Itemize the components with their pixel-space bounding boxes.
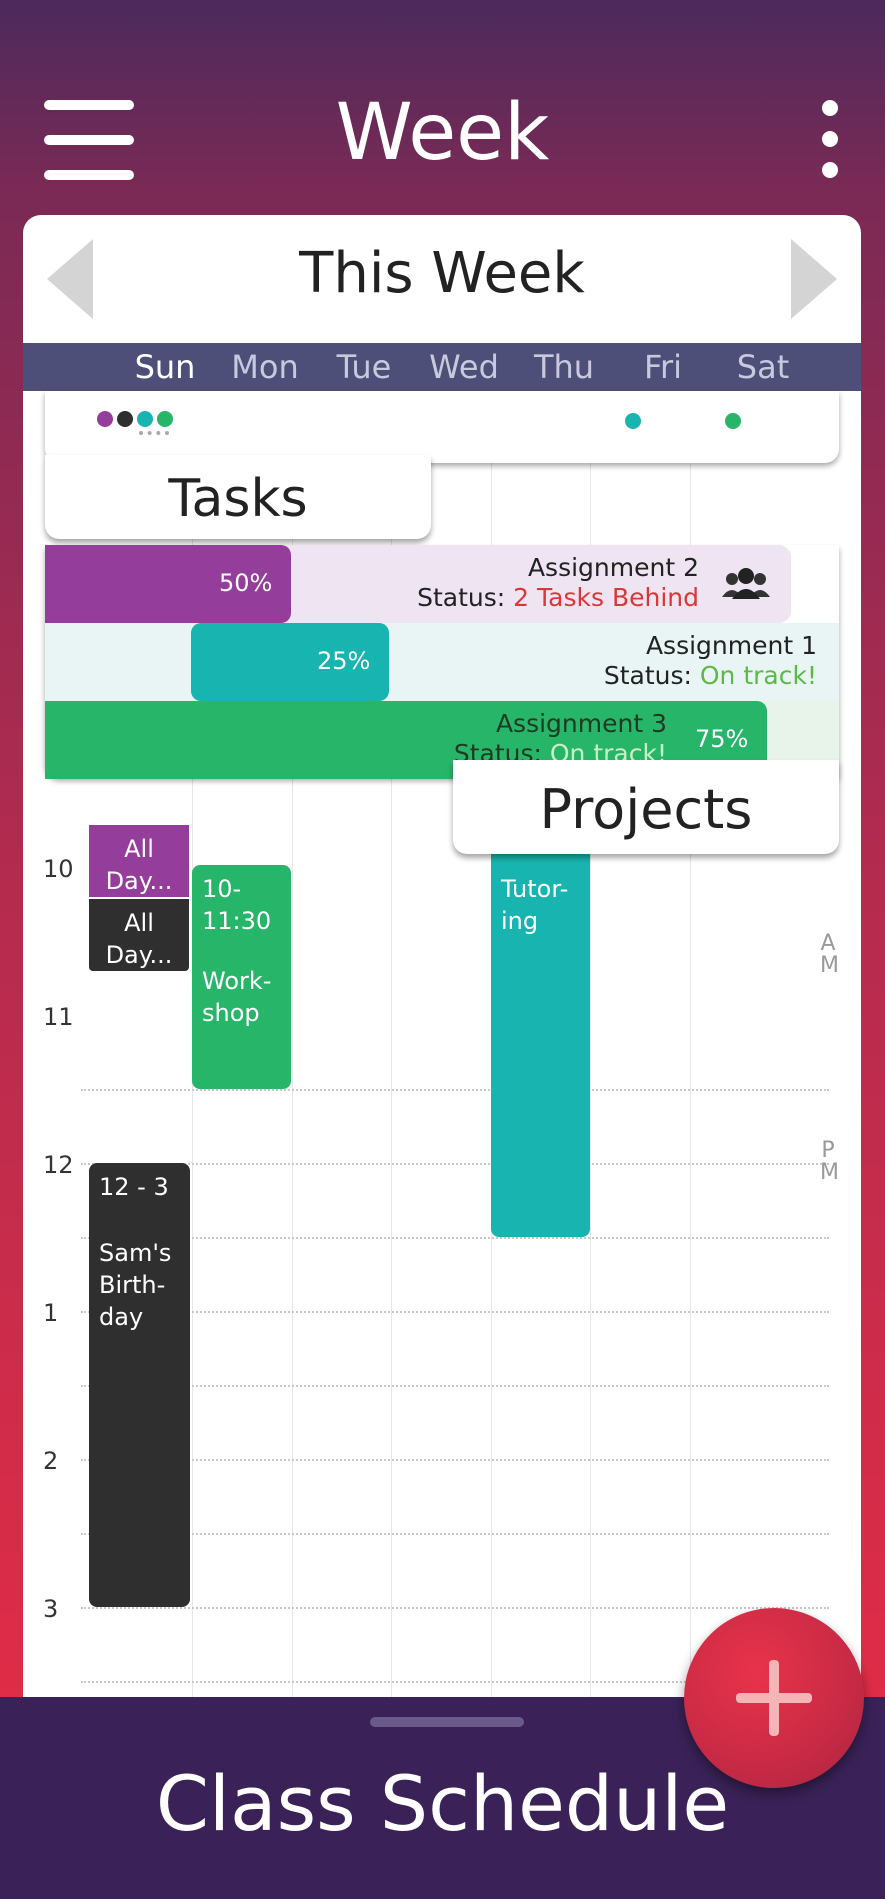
add-button[interactable] <box>684 1608 864 1788</box>
chevron-left-icon[interactable] <box>47 239 93 319</box>
hour-label: 10 <box>43 855 74 883</box>
day-mon[interactable]: Mon <box>231 348 299 386</box>
event-title: Sam's Birth-day <box>99 1239 172 1331</box>
grid-hour-line <box>81 1311 829 1313</box>
day-header-bar: Sun Mon Tue Wed Thu Fri Sat <box>23 343 861 391</box>
project-status-line: Status: On track! <box>457 661 817 690</box>
grid-column-line <box>391 391 392 1755</box>
hour-label: 11 <box>43 1003 74 1031</box>
status-prefix: Status: <box>603 661 692 690</box>
plus-icon-vertical <box>769 1660 779 1736</box>
event-allday-2[interactable]: All Day... <box>89 899 189 971</box>
bottom-sheet-title: Class Schedule <box>155 1759 730 1848</box>
grid-column-line <box>590 391 591 1755</box>
task-dot[interactable] <box>97 411 113 427</box>
tasks-tab[interactable]: Tasks <box>45 455 431 539</box>
hamburger-icon <box>44 100 134 110</box>
event-allday-1[interactable]: All Day... <box>89 825 189 897</box>
grid-hour-line <box>81 1385 829 1387</box>
status-text: On track! <box>699 661 817 690</box>
event-title: Work-shop <box>202 967 272 1027</box>
grid-hour-line <box>81 1533 829 1535</box>
day-sun[interactable]: Sun <box>134 348 196 386</box>
grid-hour-line <box>81 1459 829 1461</box>
menu-button[interactable] <box>44 100 134 180</box>
event-workshop[interactable]: 10-11:30 Work-shop <box>192 865 291 1089</box>
hamburger-icon-line <box>44 170 134 180</box>
chevron-right-icon[interactable] <box>791 239 837 319</box>
project-title: Assignment 2 <box>527 553 699 582</box>
day-thu[interactable]: Thu <box>533 348 595 386</box>
progress-percent: 75% <box>695 725 749 753</box>
task-dot[interactable] <box>725 413 741 429</box>
day-wed[interactable]: Wed <box>429 348 499 386</box>
day-tue[interactable]: Tue <box>336 348 392 386</box>
grid-halfhour-line <box>81 1089 829 1091</box>
progress-bar <box>45 545 291 623</box>
task-dot[interactable] <box>137 411 153 427</box>
more-options-button[interactable] <box>822 100 838 180</box>
task-dot[interactable] <box>625 413 641 429</box>
more-vert-icon-dot <box>822 131 838 147</box>
day-fri[interactable]: Fri <box>643 348 683 386</box>
project-row-assignment-1[interactable]: 25% Assignment 1 Status: On track! <box>45 623 839 701</box>
week-header: This Week <box>23 215 861 345</box>
grid-hour-line <box>81 1237 829 1239</box>
more-vert-icon-dot <box>822 162 838 178</box>
tasks-label: Tasks <box>168 469 308 529</box>
event-time: 12 - 3 <box>99 1173 169 1201</box>
day-sat[interactable]: Sat <box>736 348 790 386</box>
progress-percent: 25% <box>317 647 371 675</box>
task-dot[interactable] <box>117 411 133 427</box>
grid-column-line <box>690 391 691 1755</box>
more-vert-icon <box>822 100 838 116</box>
grid-hour-line <box>81 1163 829 1165</box>
progress-bar <box>191 623 389 701</box>
hour-label: 1 <box>43 1299 59 1327</box>
project-status-line: Status: 2 Tasks Behind <box>339 583 699 612</box>
task-dot[interactable] <box>157 411 173 427</box>
week-title: This Week <box>299 241 585 306</box>
event-time: 10-11:30 <box>202 875 272 935</box>
hour-label: 3 <box>43 1595 59 1623</box>
event-title: All Day... <box>105 909 173 969</box>
project-title: Assignment 3 <box>495 709 667 738</box>
hamburger-icon-line <box>44 135 134 145</box>
event-title: Tutor-ing <box>501 875 569 935</box>
drag-handle[interactable] <box>370 1717 524 1727</box>
grid-column-line <box>292 391 293 1755</box>
project-row-assignment-2[interactable]: 50% Assignment 2 Status: 2 Tasks Behind <box>45 545 791 623</box>
projects-panel: 50% Assignment 2 Status: 2 Tasks Behind <box>45 545 839 779</box>
progress-percent: 50% <box>219 569 273 597</box>
tasks-panel <box>45 391 839 463</box>
grid-hour-line <box>81 1681 829 1683</box>
event-birthday[interactable]: 12 - 3 Sam's Birth-day <box>89 1163 190 1607</box>
projects-tab[interactable]: Projects <box>453 760 839 854</box>
hour-label: 12 <box>43 1151 74 1179</box>
more-dots-icon <box>139 431 169 439</box>
event-title: All Day... <box>105 835 173 895</box>
projects-label: Projects <box>539 778 753 841</box>
project-title: Assignment 1 <box>645 631 817 660</box>
status-prefix: Status: <box>417 583 506 612</box>
pm-indicator: P M <box>820 1138 839 1185</box>
grid-hour-line <box>81 1607 829 1609</box>
project-row-assignment-3[interactable]: Assignment 3 Status: On track! 75% <box>45 701 839 779</box>
status-text: 2 Tasks Behind <box>513 583 699 612</box>
hour-label: 2 <box>43 1447 59 1475</box>
group-icon[interactable] <box>720 567 772 601</box>
am-indicator: A M <box>820 931 839 978</box>
page-title: Week <box>335 88 550 178</box>
week-card: This Week Sun Mon Tue Wed Thu Fri Sat 10… <box>23 215 861 1755</box>
event-tutoring[interactable]: Tutor-ing <box>491 845 590 1237</box>
